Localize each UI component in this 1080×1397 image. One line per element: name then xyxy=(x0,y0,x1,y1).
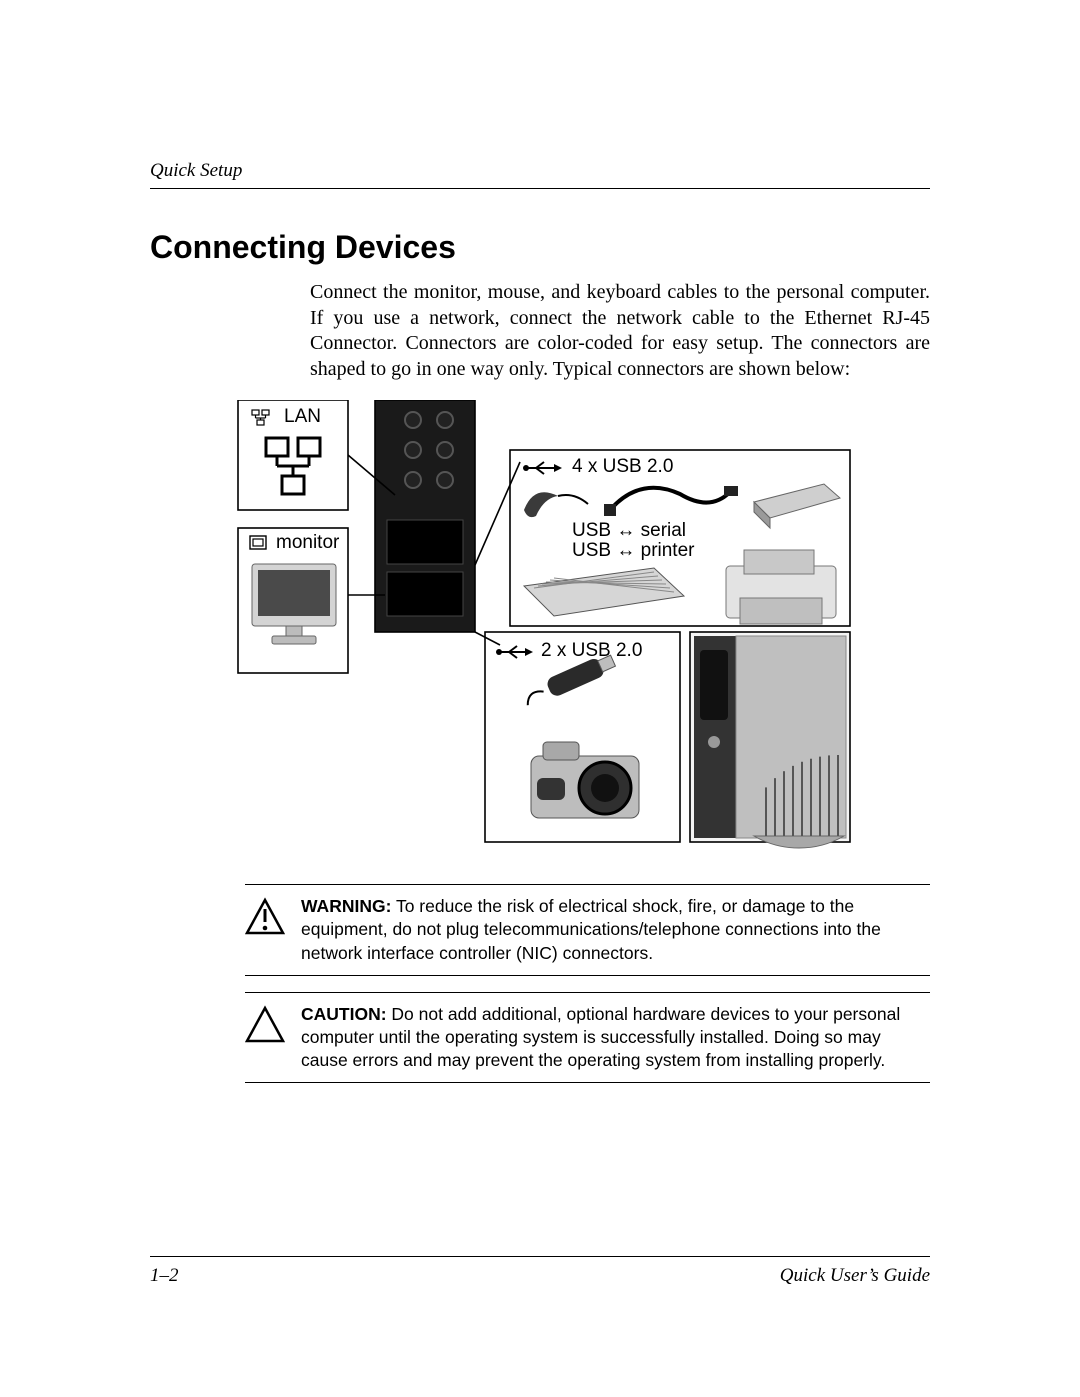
svg-text:USB ↔ serial: USB ↔ serial xyxy=(572,520,686,541)
warning-label: WARNING: xyxy=(301,896,391,916)
caution-text: CAUTION: Do not add additional, optional… xyxy=(293,1003,924,1072)
svg-text:LAN: LAN xyxy=(284,406,321,427)
running-head: Quick Setup xyxy=(150,160,930,182)
section-title: Connecting Devices xyxy=(150,229,930,266)
page-footer: 1–2 Quick User’s Guide xyxy=(150,1256,930,1287)
svg-text:USB ↔ printer: USB ↔ printer xyxy=(572,540,695,561)
header-rule xyxy=(150,188,930,189)
connection-diagram: LAN monitor 4 x USB 2.0 USB ↔ serialUSB ↔ p… xyxy=(220,400,930,860)
svg-text:2 x USB 2.0: 2 x USB 2.0 xyxy=(541,640,642,661)
svg-text:monitor: monitor xyxy=(276,532,340,553)
footer-title: Quick User’s Guide xyxy=(780,1265,930,1287)
page: Quick Setup Connecting Devices Connect t… xyxy=(0,0,1080,1397)
caution-icon xyxy=(245,1003,293,1050)
svg-text:4 x USB 2.0: 4 x USB 2.0 xyxy=(572,456,673,477)
caution-label: CAUTION: xyxy=(301,1004,387,1024)
caution-body: Do not add additional, optional hardware… xyxy=(301,1004,900,1070)
page-number: 1–2 xyxy=(150,1265,179,1287)
warning-icon xyxy=(245,895,293,942)
caution-callout: CAUTION: Do not add additional, optional… xyxy=(245,992,930,1083)
intro-paragraph: Connect the monitor, mouse, and keyboard… xyxy=(310,280,930,382)
footer-rule xyxy=(150,1256,930,1257)
warning-text: WARNING: To reduce the risk of electrica… xyxy=(293,895,924,964)
warning-callout: WARNING: To reduce the risk of electrica… xyxy=(245,884,930,975)
